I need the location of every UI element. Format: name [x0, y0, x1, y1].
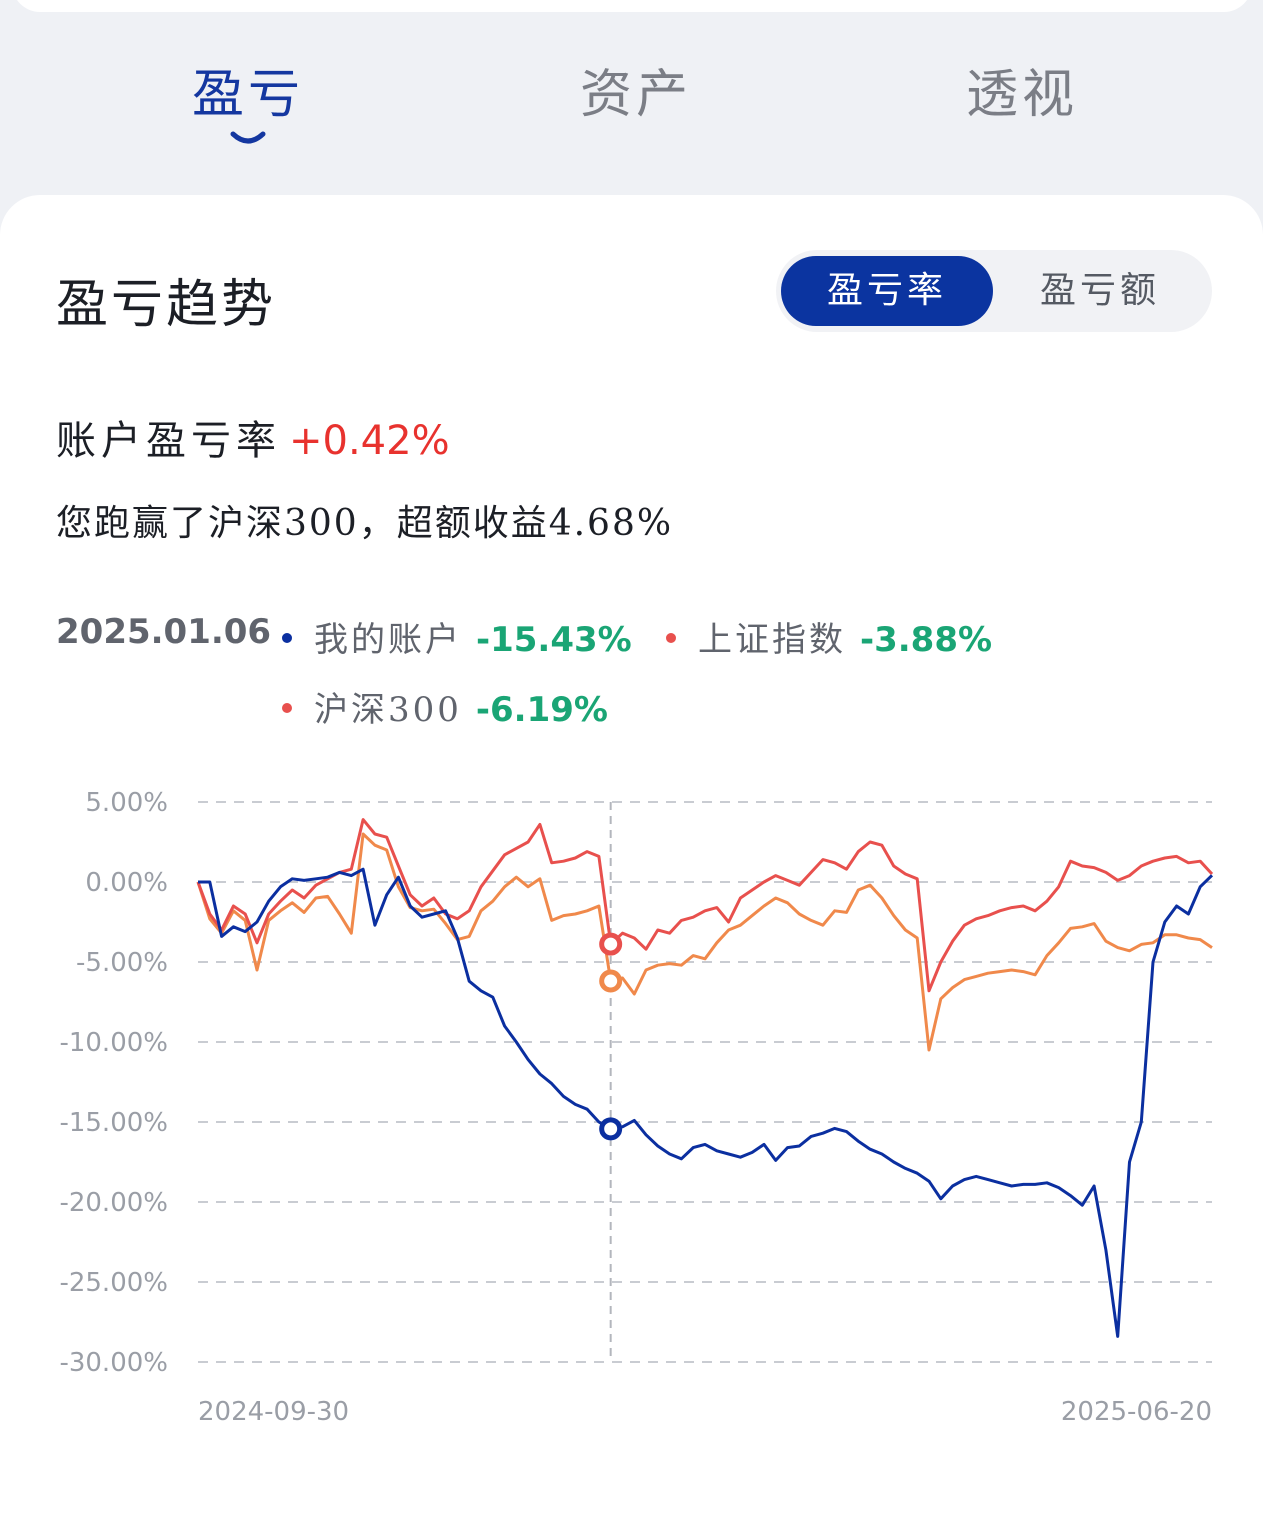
crosshair-marker-account — [599, 1117, 623, 1141]
legend-value: -15.43% — [476, 620, 632, 660]
section-title: 盈亏趋势 — [56, 275, 277, 335]
active-tab-indicator — [230, 131, 266, 144]
main-tabs: 盈亏 资产 透视 — [0, 52, 1263, 162]
top-card-edge — [12, 0, 1252, 12]
account-rate-label: 账户盈亏率 — [56, 418, 281, 464]
excess-return-text: 您跑赢了沪深300，超额收益4.68% — [56, 503, 674, 544]
y-tick-label: -5.00% — [76, 948, 168, 978]
legend-value: -3.88% — [860, 620, 993, 660]
legend-dot — [282, 632, 292, 643]
tab-perspective[interactable]: 透视 — [966, 65, 1079, 125]
legend-value: -6.19% — [475, 690, 608, 730]
series-line-account — [198, 867, 1214, 1338]
legend-dot — [282, 702, 292, 713]
x-tick-label-end: 2025-06-20 — [1061, 1397, 1212, 1427]
legend-date: 2025.01.06 — [56, 612, 272, 652]
toggle-amount-button[interactable]: 盈亏额 — [1039, 270, 1160, 311]
y-tick-label: -10.00% — [59, 1028, 168, 1058]
metric-toggle: 盈亏率 盈亏额 — [776, 250, 1212, 332]
y-tick-label: -30.00% — [59, 1348, 168, 1378]
legend-item-hs300: 沪深300 -6.19% — [282, 682, 608, 731]
y-tick-label: -15.00% — [59, 1108, 168, 1138]
y-tick-label: 5.00% — [85, 788, 168, 818]
y-tick-label: -25.00% — [59, 1268, 168, 1298]
x-tick-label-start: 2024-09-30 — [198, 1397, 349, 1427]
y-tick-label: 0.00% — [85, 868, 168, 898]
tab-profit-loss[interactable]: 盈亏 — [192, 65, 305, 125]
profit-trend-card — [0, 195, 1263, 1515]
legend-name: 上证指数 — [698, 620, 846, 660]
legend-name: 沪深300 — [314, 690, 462, 730]
crosshair-marker-hs300 — [599, 969, 623, 993]
account-rate-row: 账户盈亏率 +0.42% — [56, 408, 450, 466]
legend-dot — [666, 632, 676, 643]
legend-name: 我的账户 — [314, 620, 462, 660]
series-line-hs300 — [196, 832, 1213, 1052]
legend-item-account: 我的账户 -15.43% — [282, 612, 632, 661]
crosshair-marker-shanghai — [599, 932, 623, 956]
tab-assets[interactable]: 资产 — [580, 65, 693, 125]
y-tick-label: -20.00% — [59, 1188, 168, 1218]
toggle-rate-button[interactable]: 盈亏率 — [781, 256, 993, 326]
legend-item-shanghai: 上证指数 -3.88% — [666, 612, 992, 661]
series-line-shanghai — [196, 818, 1214, 993]
profit-trend-chart[interactable]: 5.00% 0.00% -5.00% -10.00% -15.00% -20.00% -25… — [0, 770, 1263, 1450]
account-rate-value: +0.42% — [289, 418, 450, 464]
